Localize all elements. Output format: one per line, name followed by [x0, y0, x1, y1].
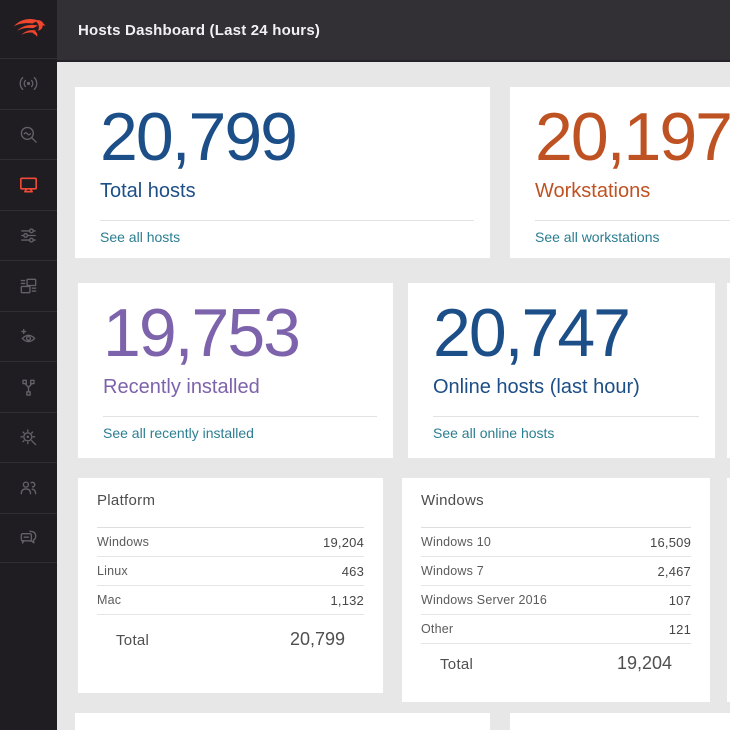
sidebar-item-overwatch[interactable]	[0, 310, 57, 362]
divider	[421, 527, 691, 528]
sidebar-item-configuration[interactable]	[0, 209, 57, 261]
card-platform-table: Platform Windows 19,204 Linux 463 Mac 1,…	[78, 478, 383, 693]
table-row: Windows 7 2,467	[421, 557, 691, 586]
total-hosts-value: 20,799	[100, 99, 298, 175]
divider	[97, 527, 364, 528]
branch-icon	[22, 379, 35, 396]
card-partial-bottom-right	[510, 713, 730, 730]
broadcast-icon	[19, 77, 38, 91]
divider	[100, 220, 474, 221]
sidebar-item-network[interactable]	[0, 361, 57, 412]
see-all-recently-installed-link[interactable]: See all recently installed	[103, 425, 254, 441]
windows-table-title: Windows	[421, 492, 484, 509]
sidebar-item-hosts[interactable]	[0, 159, 57, 210]
table-row: Other 121	[421, 615, 691, 644]
card-online-hosts: 20,747 Online hosts (last hour) See all …	[408, 283, 715, 458]
divider	[433, 416, 699, 417]
table-row: Windows 19,204	[97, 528, 364, 557]
sidebar-item-support[interactable]	[0, 512, 57, 563]
table-total-row: Total 19,204	[440, 653, 672, 673]
recently-installed-label: Recently installed	[103, 376, 260, 398]
divider	[535, 220, 730, 221]
sidebar-item-users[interactable]	[0, 462, 57, 513]
eye-sparkle-icon	[21, 328, 36, 342]
see-all-workstations-link[interactable]: See all workstations	[535, 229, 660, 245]
total-hosts-label: Total hosts	[100, 180, 196, 202]
radar-search-icon	[20, 429, 37, 446]
sidebar-item-threat-hunting[interactable]	[0, 411, 57, 463]
platform-table-rows: Windows 19,204 Linux 463 Mac 1,132 Total…	[97, 528, 364, 650]
card-windows-table: Windows Windows 10 16,509 Windows 7 2,46…	[402, 478, 710, 702]
table-row: Linux 463	[97, 557, 364, 586]
recently-installed-value: 19,753	[103, 295, 301, 371]
table-row: Windows Server 2016 107	[421, 586, 691, 615]
windows-table-rows: Windows 10 16,509 Windows 7 2,467 Window…	[421, 528, 691, 674]
workstations-label: Workstations	[535, 180, 651, 202]
card-partial-bottom-left	[75, 713, 490, 730]
table-total-row: Total 20,799	[116, 629, 345, 649]
divider	[103, 416, 377, 417]
sliders-icon	[21, 228, 36, 243]
online-hosts-label: Online hosts (last hour)	[433, 376, 640, 398]
table-row: Mac 1,132	[97, 586, 364, 615]
chat-bubbles-icon	[20, 530, 37, 544]
card-recently-installed: 19,753 Recently installed See all recent…	[78, 283, 393, 458]
workstations-value: 20,197	[535, 99, 730, 175]
card-partial-right-row2	[727, 283, 730, 458]
top-header: Hosts Dashboard (Last 24 hours)	[57, 0, 730, 62]
sidebar-item-activity[interactable]	[0, 58, 57, 109]
crowdstrike-logo[interactable]	[0, 0, 57, 58]
card-total-hosts: 20,799 Total hosts See all hosts	[75, 87, 490, 258]
search-wave-icon	[20, 126, 37, 143]
sidebar-item-host-management[interactable]	[0, 260, 57, 311]
sidebar-item-investigate[interactable]	[0, 108, 57, 160]
platform-table-title: Platform	[97, 492, 156, 509]
card-workstations: 20,197 Workstations See all workstations	[510, 87, 730, 258]
monitor-icon	[20, 177, 37, 193]
panels-icon	[20, 278, 37, 294]
users-icon	[20, 481, 37, 495]
card-partial-right-row3	[727, 478, 730, 702]
falcon-logo-icon	[13, 19, 46, 37]
page-title: Hosts Dashboard (Last 24 hours)	[78, 21, 321, 39]
dashboard-content: 20,799 Total hosts See all hosts 20,197 …	[57, 62, 730, 730]
online-hosts-value: 20,747	[433, 295, 631, 371]
sidebar	[0, 0, 57, 730]
see-all-hosts-link[interactable]: See all hosts	[100, 229, 181, 245]
table-row: Windows 10 16,509	[421, 528, 691, 557]
see-all-online-hosts-link[interactable]: See all online hosts	[433, 425, 555, 441]
